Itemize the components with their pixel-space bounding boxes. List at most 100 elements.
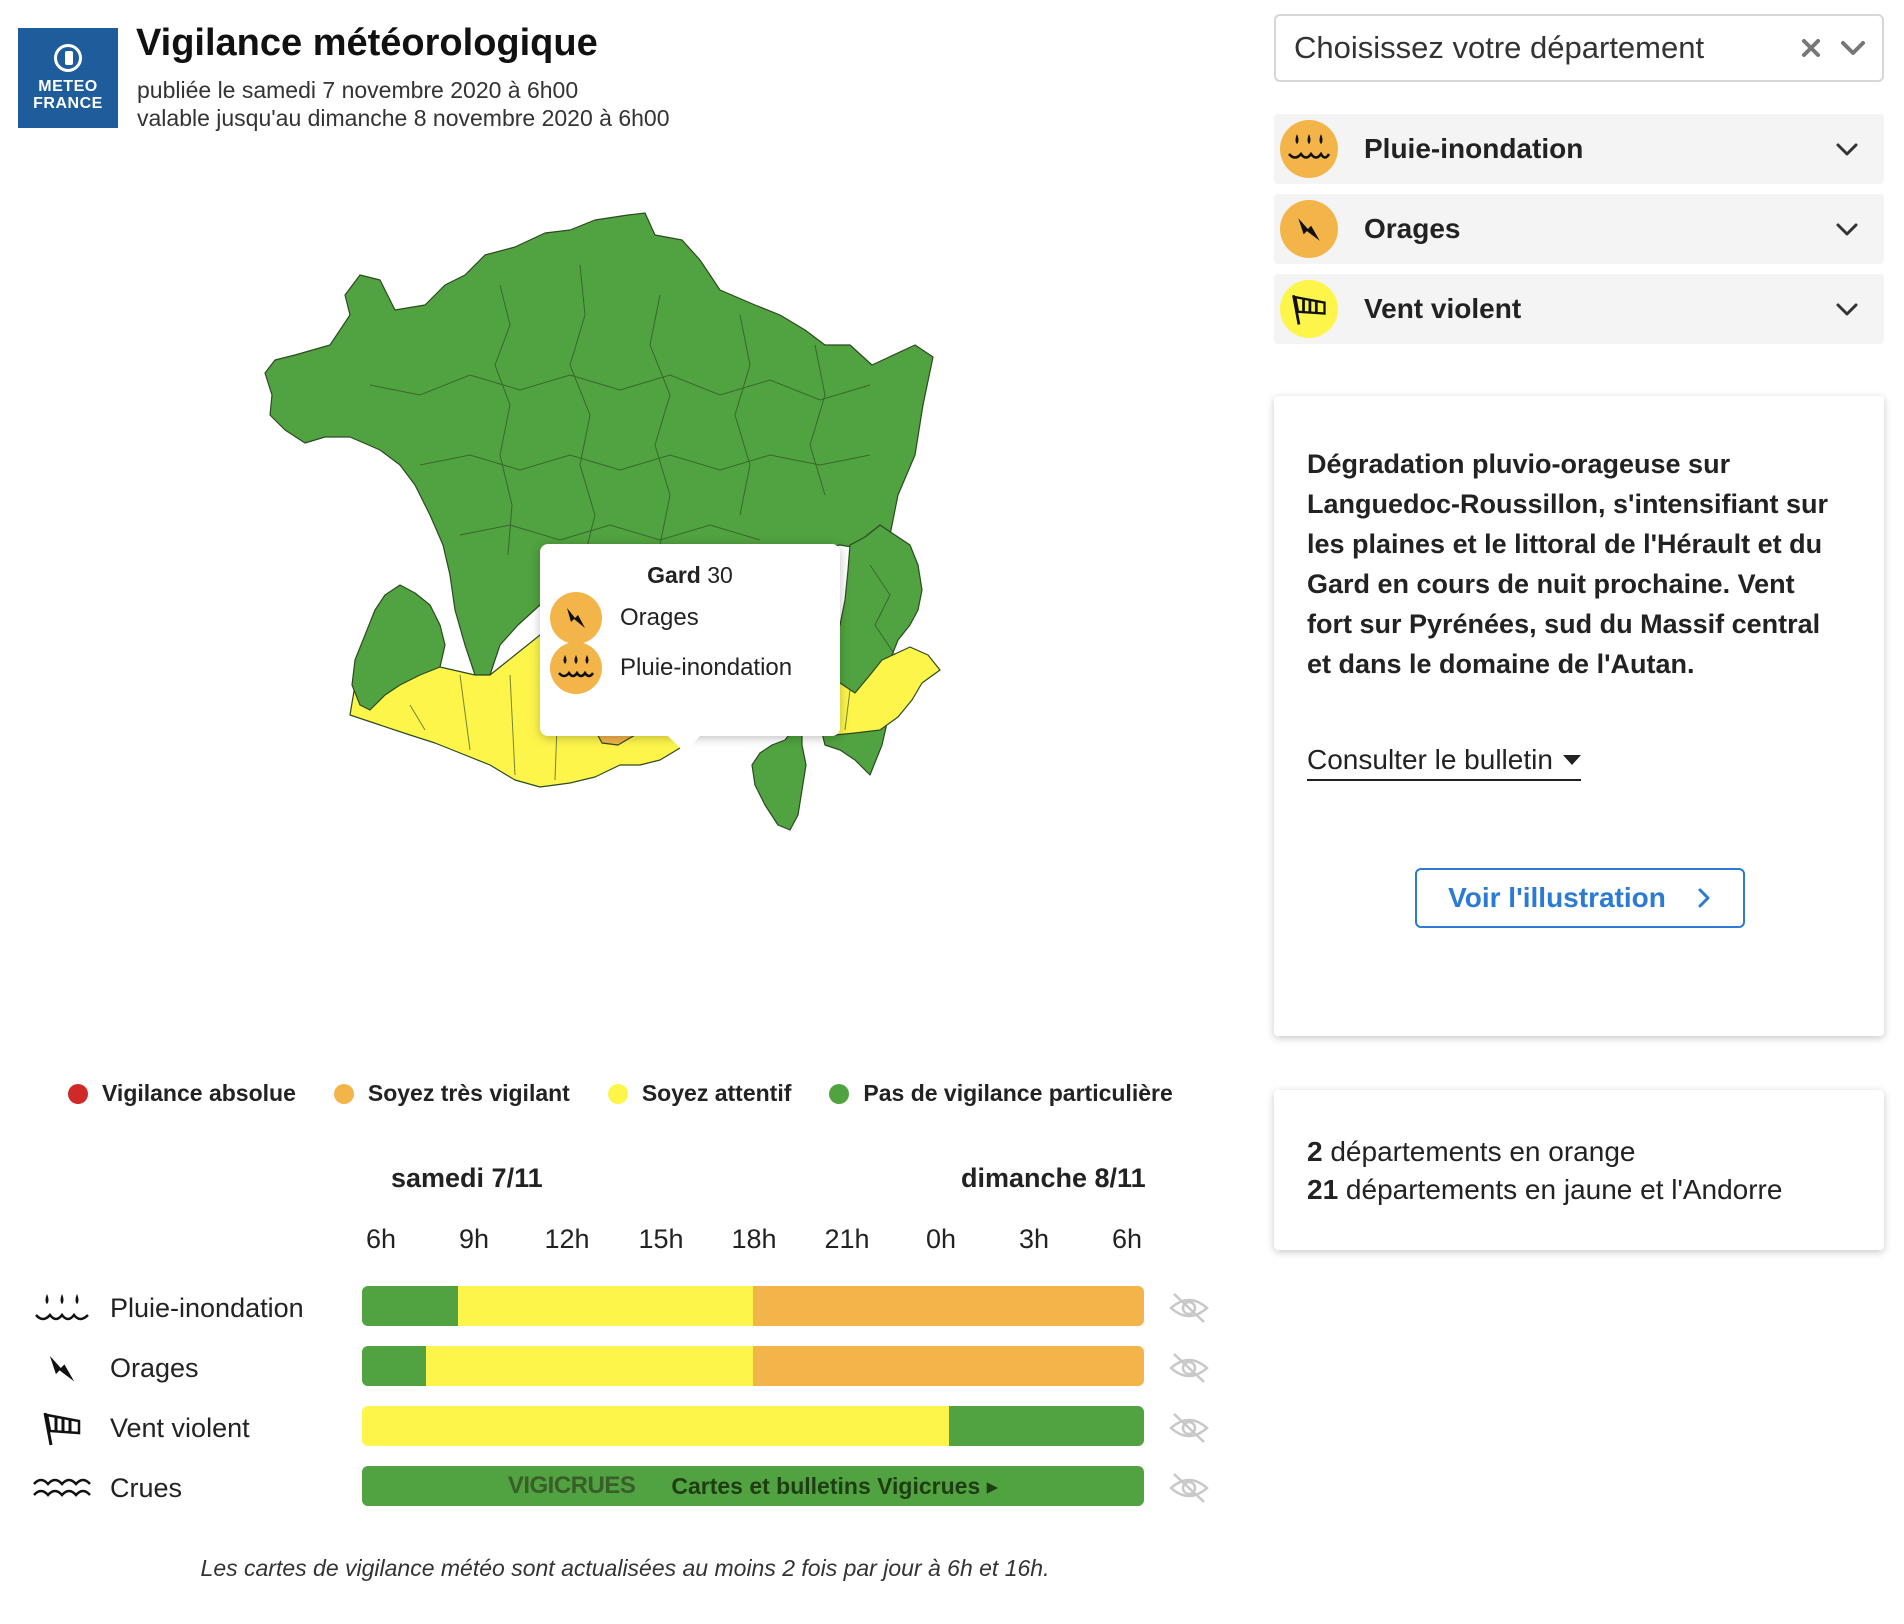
storm-icon	[550, 592, 602, 644]
map-region-green-landes[interactable]	[351, 584, 446, 711]
timeline-hour: 6h	[365, 1224, 397, 1254]
tooltip-risk-label: Orages	[620, 604, 699, 631]
meteo-france-logo[interactable]: METEO FRANCE	[18, 28, 118, 128]
legend-item-red: Vigilance absolue	[68, 1080, 296, 1107]
timeline-row-label: Vent violent	[110, 1412, 250, 1443]
update-footnote: Les cartes de vigilance météo sont actua…	[200, 1555, 1050, 1581]
tooltip-risk-pluie: Pluie-inondation	[550, 642, 792, 694]
timeline-segment-green	[362, 1346, 427, 1386]
chevron-down-icon[interactable]	[1834, 136, 1860, 162]
risk-panel-pluie-inondation[interactable]: Pluie-inondation	[1274, 114, 1884, 184]
page-title: Vigilance météorologique	[136, 22, 598, 64]
forecast-description: Dégradation pluvio-orageuse sur Languedo…	[1307, 449, 1828, 679]
timeline-segment-orange	[752, 1346, 1144, 1386]
timeline-hour: 15h	[638, 1224, 684, 1254]
wind-icon	[30, 1408, 94, 1448]
legend-item-orange: Soyez très vigilant	[333, 1080, 570, 1107]
hide-eye-icon[interactable]	[1168, 1410, 1210, 1446]
hide-eye-icon[interactable]	[1168, 1470, 1210, 1506]
count-yellow-number: 21	[1307, 1174, 1339, 1205]
timeline-bar-orages[interactable]	[362, 1346, 1144, 1386]
department-select-placeholder: Choisissez votre département	[1294, 30, 1705, 65]
timeline-segment-yellow	[362, 1406, 949, 1446]
bulletin-dropdown[interactable]: Consulter le bulletin	[1307, 744, 1581, 781]
rain-flood-icon	[550, 642, 602, 694]
department-count-card: 2 départements en orange 21 départements…	[1274, 1090, 1884, 1250]
logo-line-2: FRANCE	[33, 95, 103, 112]
vigilance-legend: Vigilance absolue Soyez très vigilant So…	[68, 1080, 1211, 1107]
forecast-description-card: Dégradation pluvio-orageuse sur Languedo…	[1274, 396, 1884, 1036]
legend-label: Soyez très vigilant	[367, 1080, 570, 1106]
rain-flood-icon	[30, 1288, 94, 1328]
hide-eye-icon[interactable]	[1168, 1290, 1210, 1326]
tooltip-risk-label: Pluie-inondation	[620, 654, 793, 681]
timeline-hour: 0h	[925, 1224, 957, 1254]
timeline-hour: 9h	[458, 1224, 490, 1254]
timeline-bar-vent[interactable]	[362, 1406, 1144, 1446]
tooltip-risk-orages: Orages	[550, 592, 699, 644]
timeline-row-vent: Vent violent	[30, 1406, 250, 1450]
risk-panel-label: Orages	[1364, 213, 1461, 244]
chevron-right-icon	[1698, 888, 1710, 908]
timeline-hour: 3h	[1018, 1224, 1050, 1254]
legend-label: Vigilance absolue	[102, 1080, 296, 1106]
timeline-day-2: dimanche 8/11	[961, 1163, 1146, 1193]
timeline-hour: 21h	[824, 1224, 870, 1254]
count-yellow: 21 départements en jaune et l'Andorre	[1307, 1174, 1782, 1206]
yellow-dot-icon	[607, 1083, 628, 1104]
tooltip-dept-number: 30	[707, 562, 733, 588]
count-orange-number: 2	[1307, 1136, 1323, 1167]
tooltip-dept-name: Gard	[647, 562, 701, 588]
map-region-green-corsica[interactable]	[751, 722, 807, 831]
clear-icon[interactable]	[1796, 33, 1826, 63]
timeline-bar-pluie[interactable]	[362, 1286, 1144, 1326]
wind-icon	[1280, 280, 1338, 338]
timeline-hour: 12h	[544, 1224, 590, 1254]
timeline-row-orages: Orages	[30, 1346, 199, 1390]
view-illustration-button[interactable]: Voir l'illustration	[1415, 868, 1745, 928]
vigicrues-link[interactable]: Cartes et bulletins Vigicrues ▸	[671, 1472, 999, 1499]
storm-icon	[30, 1348, 94, 1388]
view-illustration-label: Voir l'illustration	[1448, 882, 1666, 913]
orange-dot-icon	[333, 1083, 354, 1104]
timeline-hour: 6h	[1111, 1224, 1143, 1254]
valid-until-date: valable jusqu'au dimanche 8 novembre 202…	[137, 105, 670, 131]
flood-waves-icon	[30, 1468, 94, 1508]
timeline-segment-green	[362, 1286, 459, 1326]
chevron-down-icon[interactable]	[1834, 296, 1860, 322]
count-yellow-text: départements en jaune et l'Andorre	[1338, 1174, 1783, 1205]
red-dot-icon	[68, 1083, 88, 1104]
timeline-segment-yellow	[426, 1346, 753, 1386]
bulletin-link-label: Consulter le bulletin	[1307, 744, 1553, 775]
vigicrues-banner[interactable]: VIGICRUES Cartes et bulletins Vigicrues …	[362, 1466, 1144, 1506]
legend-item-green: Pas de vigilance particulière	[829, 1080, 1173, 1107]
storm-icon	[1280, 200, 1338, 258]
logo-line-1: METEO	[38, 78, 98, 95]
legend-label: Pas de vigilance particulière	[863, 1080, 1173, 1106]
risk-panel-vent-violent[interactable]: Vent violent	[1274, 274, 1884, 344]
chevron-down-icon[interactable]	[1838, 33, 1868, 63]
chevron-down-icon[interactable]	[1834, 216, 1860, 242]
count-orange: 2 départements en orange	[1307, 1136, 1635, 1168]
hide-eye-icon[interactable]	[1168, 1350, 1210, 1386]
risk-panel-label: Vent violent	[1364, 293, 1522, 324]
timeline-bar-crues[interactable]: VIGICRUES Cartes et bulletins Vigicrues …	[362, 1466, 1144, 1506]
risk-panel-orages[interactable]: Orages	[1274, 194, 1884, 264]
legend-label: Soyez attentif	[641, 1080, 792, 1106]
department-tooltip: Gard 30 Orages Pluie-inondation	[540, 544, 840, 752]
timeline-segment-green	[948, 1406, 1144, 1446]
timeline-segment-yellow	[458, 1286, 753, 1326]
logo-mark-icon	[54, 44, 82, 72]
department-select[interactable]: Choisissez votre département	[1274, 14, 1884, 82]
count-orange-text: départements en orange	[1322, 1136, 1636, 1167]
timeline-segment-orange	[752, 1286, 1144, 1326]
vigicrues-logo: VIGICRUES	[507, 1472, 636, 1499]
timeline-hour: 18h	[731, 1224, 777, 1254]
risk-panel-label: Pluie-inondation	[1364, 133, 1584, 164]
caret-down-icon	[1562, 755, 1581, 765]
timeline-row-label: Pluie-inondation	[110, 1292, 304, 1323]
timeline-row-crues: Crues	[30, 1466, 182, 1510]
green-dot-icon	[829, 1083, 850, 1104]
published-date: publiée le samedi 7 novembre 2020 à 6h00	[137, 77, 579, 103]
timeline-row-label: Orages	[110, 1352, 199, 1383]
